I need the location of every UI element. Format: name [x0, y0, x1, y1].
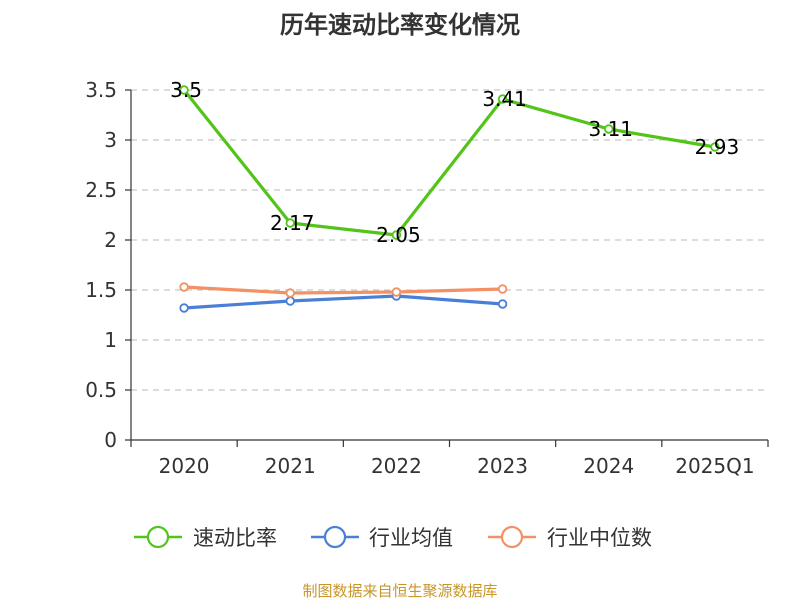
data-point — [285, 288, 295, 298]
data-label: 2.93 — [695, 135, 740, 159]
series-line-2 — [183, 285, 503, 295]
data-label: 3.41 — [482, 87, 527, 111]
data-point — [285, 296, 295, 306]
y-tick-label: 2.5 — [85, 178, 117, 202]
y-tick-label: 3.5 — [85, 78, 117, 102]
data-point — [179, 282, 189, 292]
y-tick-label: 1 — [104, 328, 117, 352]
data-point — [391, 230, 402, 240]
x-tick-label: 2025Q1 — [675, 454, 754, 478]
y-tick-label: 1.5 — [85, 278, 117, 302]
chart-title: 历年速动比率变化情况 — [280, 11, 520, 39]
data-point — [710, 142, 720, 152]
y-tick-label: 0 — [104, 428, 117, 452]
data-point — [179, 85, 189, 95]
data-point — [604, 124, 614, 134]
axes: 0 0.5 1 1.5 2 2.5 3 3.5 2020 2021 2022 2023 2024 2025… — [85, 78, 769, 478]
data-point — [391, 287, 402, 297]
data-point — [179, 303, 189, 313]
grid-lines — [131, 89, 768, 391]
legend-item-2: 行业中位数 — [488, 525, 652, 550]
legend-item-0: 速动比率 — [134, 525, 277, 550]
x-tick-label: 2024 — [583, 454, 634, 478]
legend-marker — [500, 525, 524, 549]
data-label: 3.5 — [170, 78, 202, 102]
x-tick-label: 2022 — [371, 454, 422, 478]
data-label: 3.11 — [588, 117, 633, 141]
x-tick-label: 2020 — [159, 454, 210, 478]
data-point — [497, 299, 508, 309]
series-line-0 — [182, 89, 716, 237]
legend-label: 行业均值 — [369, 526, 453, 550]
data-label: 2.05 — [376, 223, 421, 247]
series-layer — [179, 85, 720, 313]
legend-marker — [146, 525, 170, 549]
x-tick-label: 2021 — [265, 454, 316, 478]
legend-label: 行业中位数 — [547, 526, 652, 550]
legend: 速动比率 行业均值 行业中位数 — [134, 525, 652, 550]
y-tick-label: 3 — [104, 128, 117, 152]
data-point — [497, 284, 508, 294]
legend-label: 速动比率 — [193, 526, 277, 550]
data-label: 2.17 — [270, 211, 315, 235]
source-note: 制图数据来自恒生聚源数据库 — [302, 582, 497, 600]
y-tick-label: 2 — [104, 228, 117, 252]
series-line-1 — [183, 294, 503, 310]
legend-marker — [323, 525, 347, 549]
y-tick-label: 0.5 — [85, 378, 117, 402]
data-point — [497, 94, 508, 104]
x-tick-label: 2023 — [477, 454, 528, 478]
data-labels: 3.5 2.17 2.05 3.41 3.11 2.93 — [170, 78, 739, 247]
legend-item-1: 行业均值 — [311, 525, 453, 550]
data-point — [285, 218, 295, 228]
